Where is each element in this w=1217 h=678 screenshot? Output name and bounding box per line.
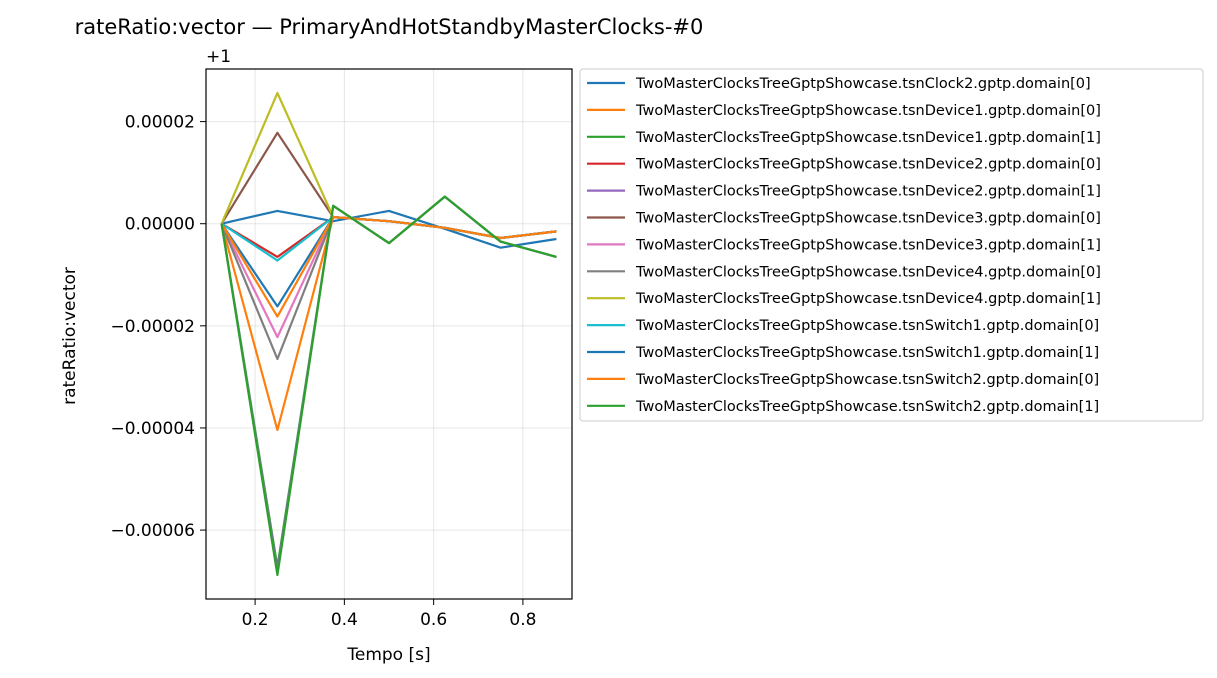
legend-label-13: TwoMasterClocksTreeGptpShowcase.tsnSwitc… — [635, 399, 1099, 415]
legend-label-10: TwoMasterClocksTreeGptpShowcase.tsnSwitc… — [635, 318, 1099, 334]
plot-frame — [205, 68, 573, 600]
legend-label-8: TwoMasterClocksTreeGptpShowcase.tsnDevic… — [635, 264, 1101, 280]
grid — [206, 69, 572, 599]
y-offset-label: +1 — [206, 47, 231, 67]
series-line-7 — [220, 216, 557, 339]
series-line-1 — [221, 209, 557, 249]
y-tick-label: −0.00006 — [110, 521, 195, 541]
x-tick-label: 0.2 — [242, 610, 269, 630]
x-tick-label: 0.4 — [331, 610, 358, 630]
legend-label-9: TwoMasterClocksTreeGptpShowcase.tsnDevic… — [635, 291, 1101, 307]
y-tick-label: 0.00002 — [125, 113, 195, 133]
legend-label-6: TwoMasterClocksTreeGptpShowcase.tsnDevic… — [635, 211, 1101, 227]
y-tick-label: −0.00002 — [110, 317, 195, 337]
legend: TwoMasterClocksTreeGptpShowcase.tsnClock… — [579, 68, 1204, 422]
x-tick-label: 0.8 — [509, 610, 536, 630]
series-line-13 — [220, 195, 557, 577]
legend-label-2: TwoMasterClocksTreeGptpShowcase.tsnDevic… — [635, 103, 1101, 119]
y-ticks: 0.00002 0.00000 −0.00002 −0.00004 −0.00006 — [110, 113, 206, 541]
series-line-3 — [220, 195, 557, 568]
x-ticks: 0.2 0.4 0.6 0.8 — [242, 599, 536, 630]
legend-label-12: TwoMasterClocksTreeGptpShowcase.tsnSwitc… — [635, 372, 1099, 388]
legend-label-3: TwoMasterClocksTreeGptpShowcase.tsnDevic… — [635, 130, 1101, 146]
chart-title: rateRatio:vector — PrimaryAndHotStandbyM… — [75, 15, 704, 39]
series-line-11 — [220, 216, 557, 308]
legend-label-1: TwoMasterClocksTreeGptpShowcase.tsnClock… — [635, 76, 1091, 92]
legend-label-5: TwoMasterClocksTreeGptpShowcase.tsnDevic… — [635, 184, 1101, 200]
series-line-9 — [220, 91, 557, 240]
x-tick-label: 0.6 — [420, 610, 447, 630]
legend-label-11: TwoMasterClocksTreeGptpShowcase.tsnSwitc… — [635, 345, 1099, 361]
y-tick-label: −0.00004 — [110, 419, 195, 439]
legend-frame — [579, 68, 1204, 422]
series-line-12 — [220, 216, 557, 318]
x-axis-label: Tempo [s] — [346, 645, 430, 665]
legend-label-7: TwoMasterClocksTreeGptpShowcase.tsnDevic… — [635, 237, 1101, 253]
series-lines — [220, 91, 557, 577]
y-tick-label: 0.00000 — [125, 215, 195, 235]
y-axis-label: rateRatio:vector — [60, 267, 80, 405]
legend-label-4: TwoMasterClocksTreeGptpShowcase.tsnDevic… — [635, 157, 1101, 173]
